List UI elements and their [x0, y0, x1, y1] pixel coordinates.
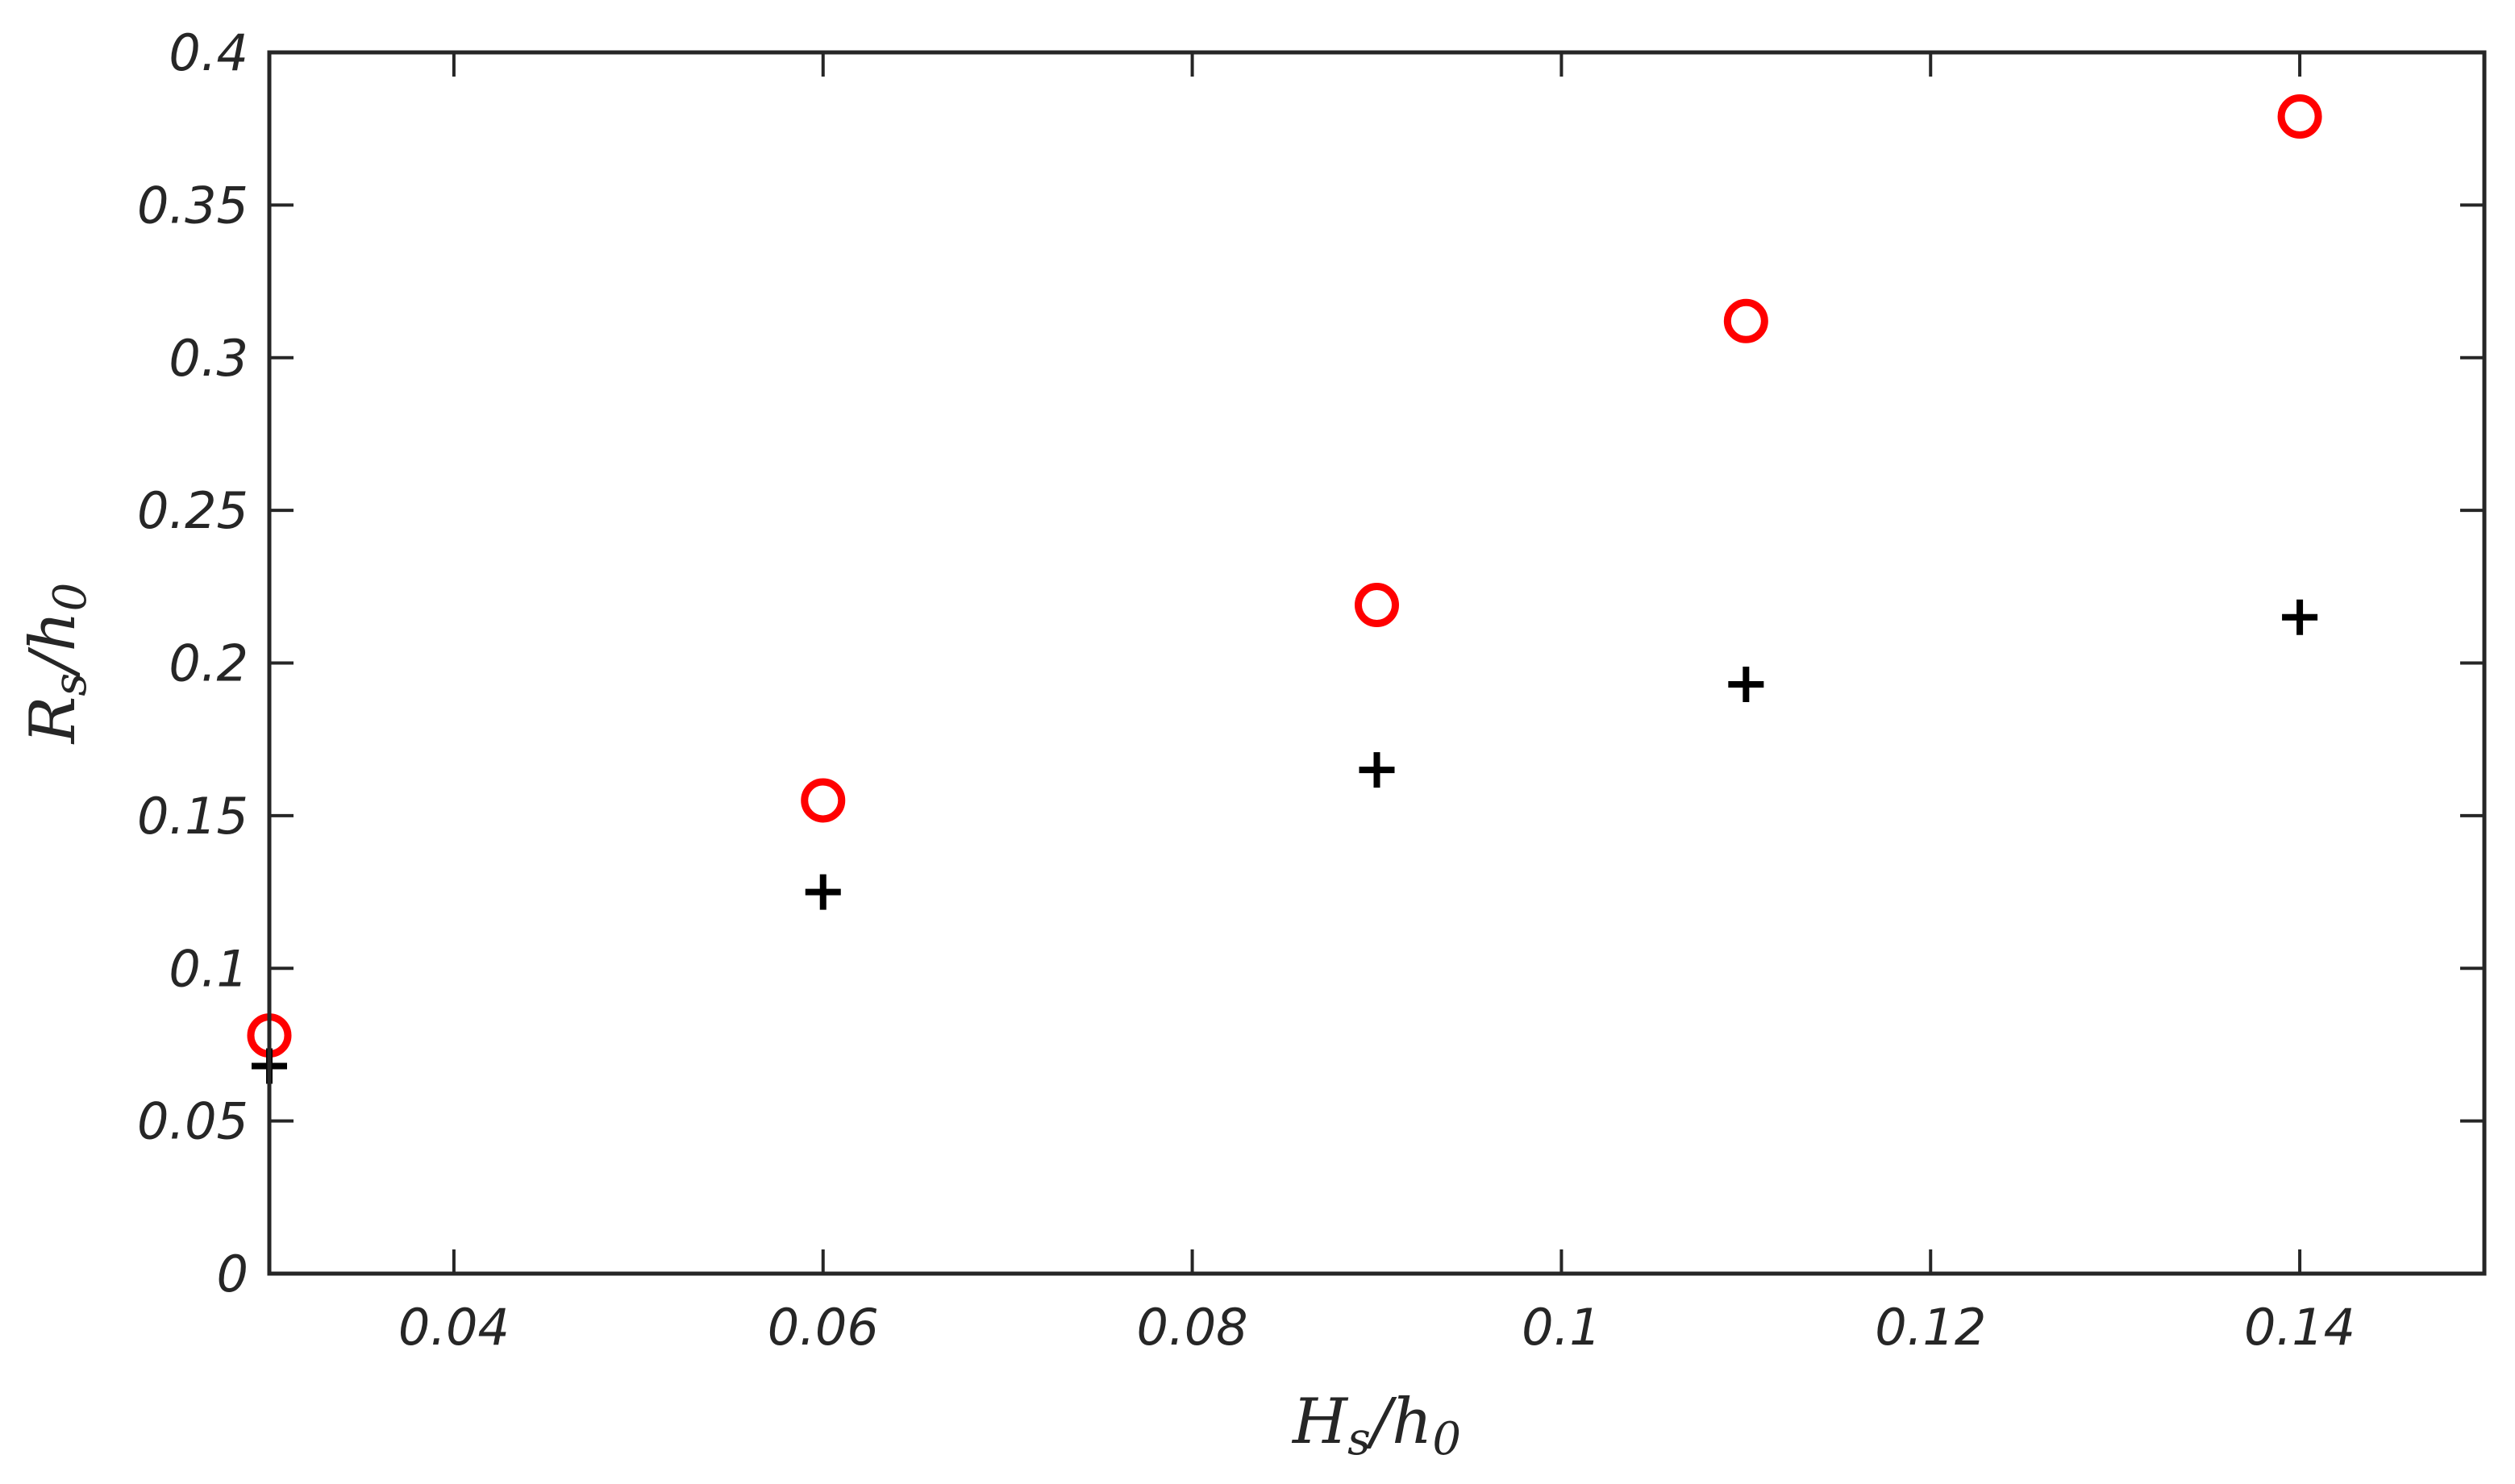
- circle-marker: [801, 778, 846, 823]
- markers-layer: [247, 94, 2322, 1084]
- plus-marker: [1728, 667, 1764, 703]
- y-tick-label: 0.3: [169, 329, 248, 388]
- x-axis-label: Hs/h0: [1291, 1386, 1461, 1465]
- ticks-layer: [269, 51, 2484, 1275]
- series-2: [252, 599, 2318, 1084]
- y-tick-label: 0.1: [169, 939, 248, 998]
- circle-marker: [2277, 94, 2322, 139]
- x-axis-label-mid: /h: [1365, 1386, 1433, 1458]
- x-axis-label-main: H: [1291, 1386, 1349, 1458]
- x-axis-label-sub1: s: [1347, 1413, 1371, 1465]
- plot-frame: [267, 50, 2487, 1276]
- y-tick-label: 0.15: [137, 787, 248, 846]
- y-tick-label: 0.25: [137, 481, 248, 540]
- x-tick-label: 0.14: [2244, 1298, 2355, 1357]
- y-tick-label: 0.2: [169, 634, 248, 693]
- circle-marker: [1355, 583, 1399, 628]
- x-tick-label: 0.1: [1522, 1298, 1601, 1357]
- y-tick-label: 0: [217, 1245, 248, 1303]
- series-1: [247, 94, 2322, 1058]
- y-axis-label-mid: /h: [17, 611, 90, 679]
- y-tick-label: 0.35: [137, 176, 248, 235]
- x-tick-label: 0.06: [768, 1298, 879, 1357]
- x-tick-label: 0.04: [398, 1298, 510, 1357]
- x-axis-label-sub2: 0: [1432, 1413, 1461, 1465]
- circle-marker: [1723, 298, 1768, 343]
- y-tick-label: 0.4: [169, 23, 248, 82]
- y-axis-label: Rs/h0: [17, 583, 97, 746]
- plus-marker: [2282, 599, 2318, 635]
- plus-marker: [805, 874, 841, 910]
- y-axis-label-main: R: [17, 696, 90, 746]
- y-tick-labels: 0 0.05 0.1 0.15 0.2 0.25 0.3 0.35 0.4: [137, 23, 248, 1303]
- x-tick-labels: 0.04 0.06 0.08 0.1 0.12 0.14: [398, 1298, 2355, 1357]
- plus-marker: [1359, 752, 1395, 788]
- y-tick-label: 0.05: [137, 1092, 248, 1151]
- x-tick-label: 0.12: [1875, 1298, 1986, 1357]
- x-tick-label: 0.08: [1137, 1298, 1248, 1357]
- y-axis-label-sub1: s: [44, 673, 97, 696]
- y-axis-label-sub2: 0: [44, 583, 97, 612]
